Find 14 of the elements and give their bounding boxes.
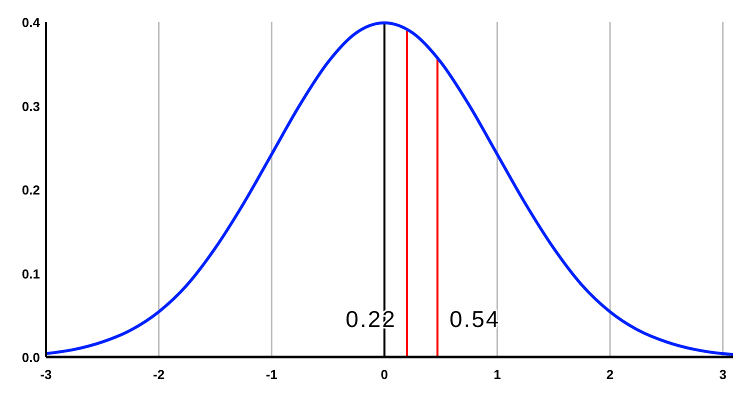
y-tick-label: 0.2 <box>22 182 40 198</box>
x-tick-label: 1 <box>494 367 501 382</box>
line-series <box>44 21 734 356</box>
x-tick-label: -1 <box>266 367 278 382</box>
x-tick-label: 2 <box>606 367 614 382</box>
y-tick-label: 0.3 <box>22 98 40 114</box>
x-tick-label: -3 <box>40 367 52 382</box>
y-tick-label: 0.0 <box>22 350 40 365</box>
x-tick-label: 3 <box>719 367 726 382</box>
y-tick-label: 0.1 <box>22 266 40 282</box>
annotation: 0.54 <box>449 306 500 332</box>
x-tick-label: -2 <box>153 367 165 382</box>
x-tick-label: 0 <box>380 367 388 382</box>
y-tick-label: 0.4 <box>22 15 41 30</box>
